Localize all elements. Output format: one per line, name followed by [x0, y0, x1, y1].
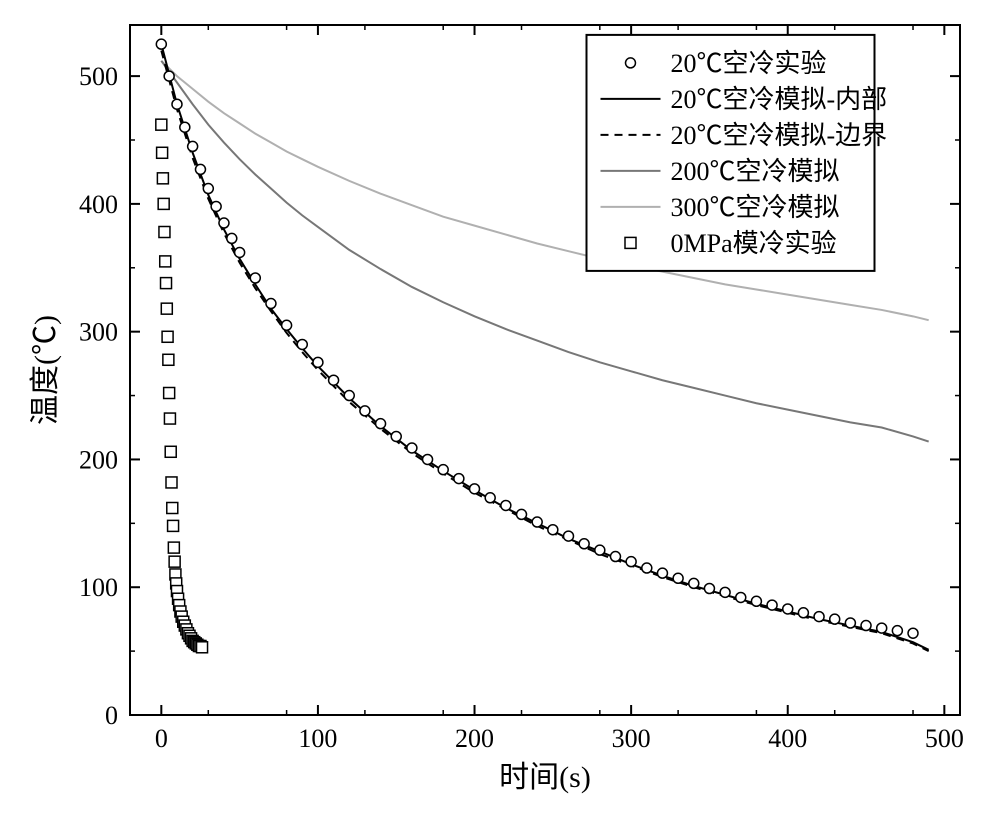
marker-s_exp20	[297, 339, 307, 349]
legend-label: 300℃空冷模拟	[671, 193, 840, 222]
marker-s_exp20	[211, 201, 221, 211]
marker-s_exp20	[845, 618, 855, 628]
marker-s_exp20	[814, 612, 824, 622]
xaxis-tick-label: 300	[612, 724, 651, 753]
xaxis-label: 时间(s)	[499, 761, 591, 794]
marker-s_exp20	[360, 406, 370, 416]
marker-s_exp20	[736, 592, 746, 602]
marker-s_exp20	[626, 557, 636, 567]
marker-s_exp20	[610, 552, 620, 562]
marker-s_exp20	[376, 419, 386, 429]
legend-label: 0MPa模冷实验	[671, 229, 837, 258]
marker-s_exp20	[282, 320, 292, 330]
marker-s_mold0	[161, 303, 172, 314]
marker-s_mold0	[165, 446, 176, 457]
marker-s_exp20	[579, 539, 589, 549]
marker-s_exp20	[485, 493, 495, 503]
marker-s_mold0	[167, 503, 178, 514]
marker-s_mold0	[157, 173, 168, 184]
marker-s_exp20	[783, 604, 793, 614]
marker-s_exp20	[407, 443, 417, 453]
xaxis-tick-label: 100	[298, 724, 337, 753]
marker-s_exp20	[235, 247, 245, 257]
marker-s_exp20	[266, 299, 276, 309]
marker-s_mold0	[197, 642, 208, 653]
yaxis-tick-label: 200	[79, 445, 118, 474]
marker-s_exp20	[704, 584, 714, 594]
cooling-curve-chart: 0 100 200 300 400 500 0 100 200 300 400 500 时间(s) 温度(…	[0, 0, 1000, 815]
marker-s_exp20	[877, 623, 887, 633]
marker-s_exp20	[720, 587, 730, 597]
marker-s_exp20	[454, 474, 464, 484]
marker-s_mold0	[168, 542, 179, 553]
marker-s_exp20	[657, 568, 667, 578]
marker-s_exp20	[532, 517, 542, 527]
marker-s_exp20	[751, 596, 761, 606]
marker-s_exp20	[195, 164, 205, 174]
legend-swatch	[625, 237, 636, 248]
marker-s_exp20	[250, 273, 260, 283]
marker-s_exp20	[517, 509, 527, 519]
xaxis-tick-label: 400	[768, 724, 807, 753]
marker-s_mold0	[160, 256, 171, 267]
marker-s_mold0	[157, 147, 168, 158]
marker-s_exp20	[642, 563, 652, 573]
marker-s_exp20	[156, 39, 166, 49]
yaxis-tick-label: 0	[105, 701, 118, 730]
marker-s_exp20	[563, 531, 573, 541]
marker-s_mold0	[163, 354, 174, 365]
marker-s_exp20	[344, 391, 354, 401]
legend-label: 20℃空冷实验	[671, 49, 827, 78]
marker-s_mold0	[164, 388, 175, 399]
marker-s_mold0	[166, 477, 177, 488]
yaxis-label: 温度(℃)	[29, 315, 62, 425]
marker-s_exp20	[219, 218, 229, 228]
marker-s_exp20	[329, 375, 339, 385]
xaxis-tick-label: 0	[155, 724, 168, 753]
legend-label: 200℃空冷模拟	[671, 157, 840, 186]
marker-s_exp20	[423, 454, 433, 464]
legend: 20℃空冷实验 20℃空冷模拟-内部 20℃空冷模拟-边界 200℃空冷模拟 300℃空…	[587, 35, 888, 271]
marker-s_exp20	[595, 545, 605, 555]
marker-s_mold0	[162, 331, 173, 342]
marker-s_exp20	[470, 484, 480, 494]
yaxis-tick-label: 500	[79, 62, 118, 91]
legend-label: 20℃空冷模拟-边界	[671, 121, 888, 150]
xaxis-tick-label: 500	[925, 724, 964, 753]
marker-s_exp20	[908, 628, 918, 638]
marker-s_exp20	[798, 608, 808, 618]
marker-s_exp20	[673, 573, 683, 583]
marker-s_exp20	[203, 184, 213, 194]
marker-s_exp20	[892, 626, 902, 636]
yaxis-tick-label: 300	[79, 318, 118, 347]
marker-s_exp20	[172, 99, 182, 109]
marker-s_mold0	[164, 413, 175, 424]
marker-s_mold0	[158, 198, 169, 209]
marker-s_mold0	[161, 278, 172, 289]
yaxis-tick-label: 100	[79, 573, 118, 602]
legend-label: 20℃空冷模拟-内部	[671, 85, 888, 114]
marker-s_exp20	[188, 141, 198, 151]
chart-svg: 0 100 200 300 400 500 0 100 200 300 400 500 时间(s) 温度(…	[0, 0, 1000, 815]
marker-s_exp20	[227, 233, 237, 243]
marker-s_exp20	[313, 357, 323, 367]
marker-s_exp20	[391, 431, 401, 441]
marker-s_mold0	[169, 556, 180, 567]
marker-s_exp20	[830, 614, 840, 624]
marker-s_exp20	[689, 578, 699, 588]
yaxis-tick-label: 400	[79, 190, 118, 219]
marker-s_exp20	[861, 621, 871, 631]
marker-s_exp20	[164, 71, 174, 81]
legend-swatch	[626, 58, 636, 68]
marker-s_exp20	[767, 600, 777, 610]
marker-s_exp20	[180, 122, 190, 132]
marker-s_exp20	[548, 525, 558, 535]
marker-s_exp20	[501, 500, 511, 510]
marker-s_mold0	[159, 227, 170, 238]
marker-s_mold0	[168, 520, 179, 531]
marker-s_exp20	[438, 465, 448, 475]
xaxis-tick-label: 200	[455, 724, 494, 753]
marker-s_mold0	[156, 119, 167, 130]
